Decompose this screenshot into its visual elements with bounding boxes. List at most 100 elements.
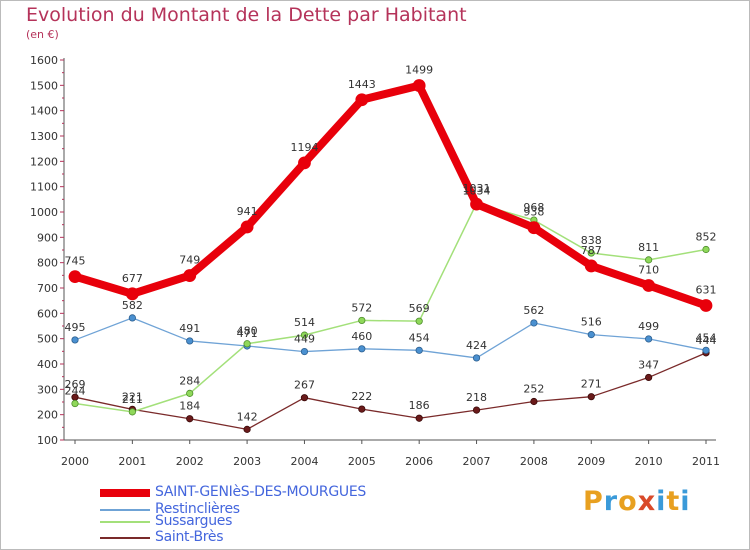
data-point [183, 269, 197, 282]
y-tick-label: 800 [37, 257, 58, 270]
data-point [186, 337, 194, 345]
data-point [125, 287, 139, 301]
data-label: 471 [237, 327, 258, 340]
data-label: 495 [65, 321, 86, 334]
data-label: 142 [237, 410, 258, 423]
logo-letter: r [603, 486, 619, 517]
data-point [358, 345, 366, 353]
y-tick-label: 1300 [30, 130, 58, 143]
data-point [527, 221, 541, 235]
data-label: 222 [351, 390, 372, 403]
data-label: 710 [638, 263, 659, 276]
data-label: 184 [179, 400, 200, 413]
legend-label: Sussargues [155, 513, 233, 529]
data-point [530, 397, 538, 406]
data-point [587, 393, 595, 401]
data-point [186, 415, 194, 423]
y-tick-label: 1500 [30, 79, 58, 92]
data-point [415, 346, 423, 354]
data-label: 1034 [463, 184, 491, 197]
data-point [128, 408, 136, 416]
data-label: 1031 [463, 182, 491, 195]
logo-letter: i [680, 486, 691, 517]
data-label: 811 [638, 241, 659, 254]
data-point [300, 331, 309, 339]
data-point [243, 425, 251, 433]
data-label: 211 [122, 393, 143, 406]
data-point [243, 340, 251, 348]
data-label: 852 [696, 230, 717, 243]
data-label: 218 [466, 391, 487, 404]
data-label: 284 [179, 374, 200, 387]
x-tick-label: 2009 [577, 455, 605, 468]
data-label: 454 [696, 331, 717, 344]
legend-label: Saint-Brès [155, 529, 224, 545]
y-tick-label: 400 [37, 358, 58, 371]
data-label: 252 [523, 382, 544, 395]
data-point [68, 270, 82, 284]
data-label: 582 [122, 299, 143, 312]
data-point [587, 249, 595, 257]
data-label: 454 [409, 331, 430, 344]
data-point [702, 346, 710, 354]
data-label: 267 [294, 379, 315, 392]
data-label: 271 [581, 378, 602, 391]
data-point [186, 389, 194, 397]
data-point [587, 331, 595, 339]
data-point [358, 316, 366, 325]
series-line-1 [74, 317, 707, 359]
data-label: 941 [237, 205, 258, 218]
series-line-2 [74, 202, 707, 413]
x-tick-label: 2004 [290, 455, 318, 468]
data-label: 480 [237, 325, 258, 338]
x-tick-label: 2010 [635, 455, 663, 468]
data-point [470, 197, 483, 211]
data-point [300, 347, 309, 356]
data-point [128, 314, 136, 322]
x-tick-label: 2001 [118, 455, 146, 468]
data-label: 838 [581, 234, 602, 247]
data-label: 424 [466, 339, 487, 352]
data-label: 572 [351, 301, 372, 314]
legend-swatch [100, 521, 150, 523]
y-tick-label: 900 [37, 231, 58, 244]
data-point [472, 406, 481, 414]
data-label: 491 [179, 322, 200, 335]
data-point [530, 319, 538, 327]
legend-swatch [100, 509, 150, 511]
data-label: 745 [65, 255, 86, 268]
data-point [702, 245, 710, 254]
data-point [71, 399, 79, 408]
chart-subtitle: (en €) [26, 28, 59, 41]
x-tick-label: 2000 [61, 455, 89, 468]
y-tick-label: 1100 [30, 181, 58, 194]
y-tick-label: 100 [37, 434, 58, 447]
data-label: 444 [696, 334, 717, 347]
data-label: 1443 [348, 78, 376, 91]
data-label: 449 [294, 333, 315, 346]
data-point [240, 220, 254, 234]
data-point [358, 405, 366, 413]
y-tick-label: 1600 [30, 54, 58, 67]
data-label: 221 [122, 390, 143, 403]
data-point [355, 93, 369, 107]
legend-label: SAINT-GENIèS-DES-MOURGUES [155, 484, 366, 500]
data-point [412, 79, 426, 92]
x-tick-label: 2008 [520, 455, 548, 468]
data-point [645, 256, 653, 264]
logo-letter: t [666, 486, 681, 517]
data-label: 244 [65, 385, 86, 398]
y-tick-label: 1200 [30, 155, 58, 168]
data-point [699, 299, 713, 312]
data-label: 569 [409, 302, 430, 315]
logo-letter: P [583, 486, 604, 517]
x-tick-label: 2005 [348, 455, 376, 468]
legend-swatch [100, 537, 150, 539]
data-label: 516 [581, 316, 602, 329]
data-point [415, 317, 423, 325]
logo-letter: o [618, 486, 638, 517]
y-tick-label: 500 [37, 333, 58, 346]
data-label: 514 [294, 316, 315, 329]
data-label: 677 [122, 272, 143, 285]
